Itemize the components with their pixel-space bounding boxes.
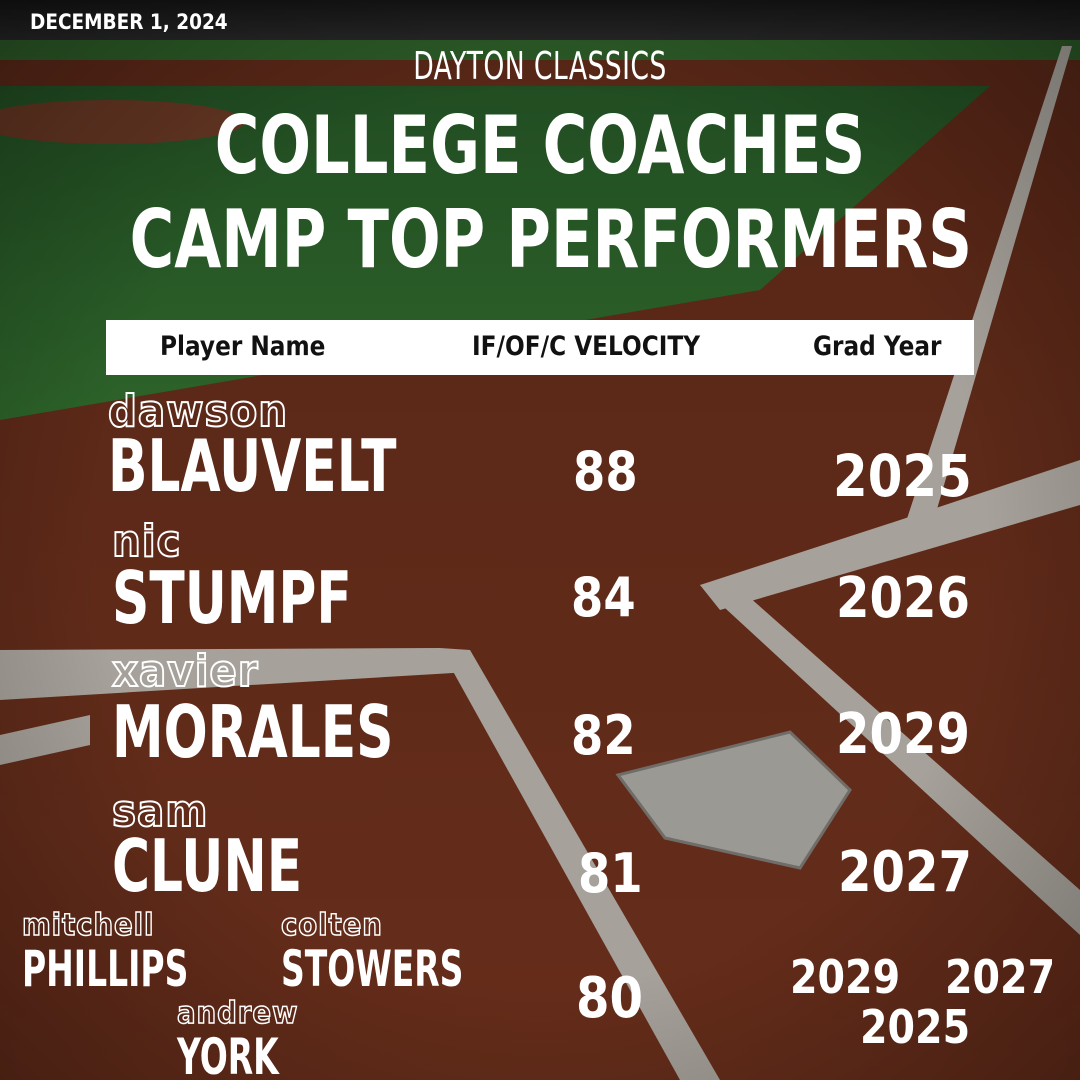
player-grad-year: 2029 — [836, 702, 971, 767]
player-grad-year: 2025 — [833, 442, 972, 510]
player-velocity: 81 — [578, 842, 643, 905]
player-last-name: PHILLIPS — [22, 940, 189, 998]
player-first-name: xavier — [111, 645, 259, 698]
header-velocity: IF/OF/C VELOCITY — [472, 331, 701, 362]
player-first-name: dawson — [107, 385, 288, 438]
organization-name: DAYTON CLASSICS — [413, 44, 667, 88]
player-first-name: nic — [111, 515, 182, 568]
player-velocity: 84 — [571, 566, 636, 629]
player-velocity: 82 — [571, 704, 636, 767]
player-last-name: YORK — [177, 1028, 279, 1080]
title-line-2: CAMP TOP PERFORMERS — [129, 193, 972, 286]
header-grad-year: Grad Year — [813, 331, 942, 362]
event-date: DECEMBER 1, 2024 — [30, 10, 228, 34]
player-velocity: 88 — [573, 440, 638, 503]
player-first-name: sam — [111, 785, 209, 838]
table-header-bar — [106, 320, 974, 375]
player-grad-year: 2027 — [838, 840, 973, 905]
player-last-name: BLAUVELT — [108, 424, 397, 508]
player-grad-year: 2027 — [945, 950, 1056, 1004]
player-last-name: CLUNE — [112, 824, 303, 908]
title-line-1: COLLEGE COACHES — [214, 99, 866, 192]
player-grad-year: 2026 — [836, 566, 971, 631]
player-last-name: STUMPF — [112, 556, 352, 640]
player-grad-year: 2029 — [790, 950, 901, 1004]
player-first-name: andrew — [176, 995, 299, 1032]
player-first-name: colten — [280, 907, 383, 944]
player-first-name: mitchell — [21, 907, 155, 944]
player-grad-year: 2025 — [860, 1000, 971, 1054]
player-last-name: MORALES — [112, 690, 394, 774]
player-velocity: 80 — [576, 966, 644, 1031]
player-last-name: STOWERS — [281, 940, 464, 998]
header-player-name: Player Name — [160, 331, 326, 362]
